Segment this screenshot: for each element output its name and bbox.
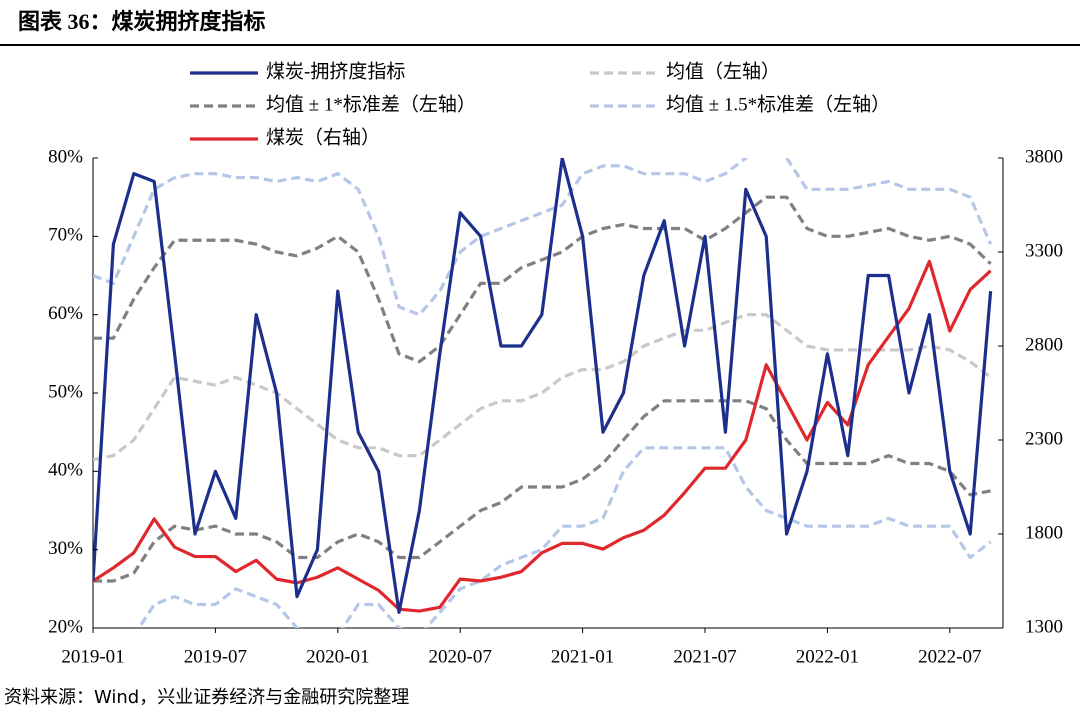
series-line [93,399,991,583]
x-tick-label: 2019-01 [61,646,124,667]
x-tick-label: 2021-01 [551,646,614,667]
y2-tick-label: 2800 [1025,334,1063,355]
y2-tick-label: 1800 [1025,522,1063,543]
legend-label: 均值 ± 1.5*标准差（左轴） [666,93,890,115]
y2-tick-label: 3800 [1025,146,1063,167]
y-tick-label: 50% [48,381,83,402]
x-tick-label: 2022-07 [918,646,981,667]
chart-title: 图表 36：煤炭拥挤度指标 [18,9,266,34]
series-line [93,313,992,462]
series-line [93,158,993,614]
y-tick-label: 20% [48,616,83,637]
x-tick-label: 2021-07 [673,646,736,667]
x-tick-label: 2020-07 [429,646,492,667]
y-tick-label: 60% [48,303,83,324]
y-tick-label: 30% [48,538,83,559]
y2-tick-label: 1300 [1025,616,1063,637]
legend-label: 均值（左轴） [666,60,780,82]
x-tick-label: 2020-01 [306,646,369,667]
series-line [136,446,992,628]
series-line [93,195,992,364]
legend-label: 煤炭-拥挤度指标 [266,60,405,82]
y2-tick-label: 2300 [1025,428,1063,449]
y2-tick-label: 3300 [1025,240,1063,261]
legend-label: 均值 ± 1*标准差（左轴） [266,93,476,115]
x-tick-label: 2022-01 [796,646,859,667]
y-tick-label: 40% [48,460,83,481]
y-tick-label: 70% [48,225,83,246]
plot-lines [93,158,993,628]
legend-label: 煤炭（右轴） [266,126,380,148]
y-tick-label: 80% [48,146,83,167]
x-tick-label: 2019-07 [184,646,247,667]
series-line [93,158,993,317]
source-note: 资料来源：Wind，兴业证券经济与金融研究院整理 [4,687,409,708]
